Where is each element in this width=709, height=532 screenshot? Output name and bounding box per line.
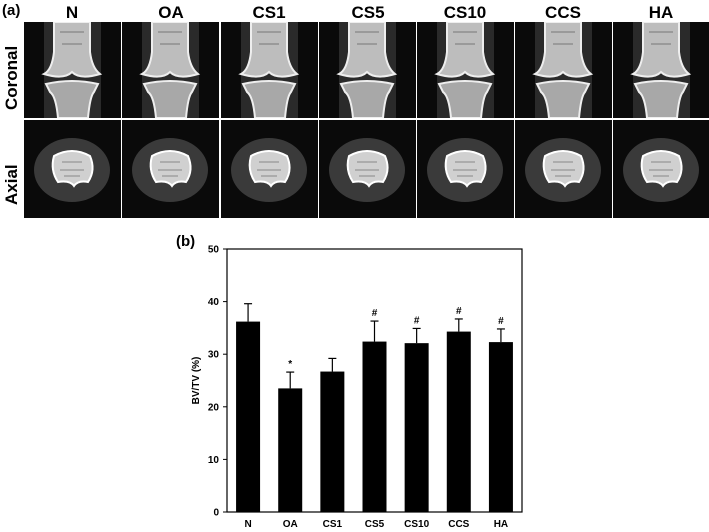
- y-tick-label: 50: [208, 245, 220, 256]
- bar-cs5: [362, 341, 387, 512]
- x-tick-label-ha: HA: [494, 519, 508, 530]
- x-tick-label-n: N: [244, 519, 251, 530]
- ct-image-axial-cs5: [319, 120, 416, 218]
- group-label-cs1: CS1: [252, 3, 286, 22]
- x-tick-label-oa: OA: [283, 519, 298, 530]
- y-tick-label: 30: [208, 350, 220, 361]
- bar-cs1: [320, 371, 345, 512]
- y-tick-label: 20: [208, 402, 220, 413]
- panel-b-label: (b): [176, 233, 196, 250]
- significance-marker-ha: #: [498, 316, 504, 327]
- ct-image-axial-cs10: [417, 120, 514, 218]
- ct-image-axial-cs1: [221, 120, 318, 218]
- ct-image-axial-ha: [613, 120, 709, 218]
- y-axis-label: BV/TV (%): [191, 357, 202, 405]
- significance-marker-cs5: #: [372, 308, 378, 319]
- ct-image-axial-ccs: [515, 120, 612, 218]
- bar-ccs: [446, 331, 471, 512]
- ct-image-axial-oa: [122, 120, 219, 218]
- group-label-oa: OA: [158, 3, 184, 22]
- ct-image-axial-n: [24, 120, 121, 218]
- group-label-ccs: CCS: [545, 3, 581, 22]
- group-label-ha: HA: [648, 3, 674, 22]
- y-tick-label: 0: [213, 508, 219, 519]
- ct-image-coronal-cs5: [319, 22, 416, 118]
- ct-image-coronal-ccs: [515, 22, 612, 118]
- group-label-cs5: CS5: [351, 3, 385, 22]
- significance-marker-cs10: #: [414, 315, 420, 326]
- x-tick-label-cs10: CS10: [404, 519, 429, 530]
- ct-image-coronal-ha: [613, 22, 709, 118]
- ct-image-coronal-n: [24, 22, 121, 118]
- bar-cs10: [404, 343, 429, 512]
- x-tick-label-cs1: CS1: [323, 519, 343, 530]
- y-tick-label: 40: [208, 297, 220, 308]
- bar-oa: [278, 388, 303, 512]
- panel-a-label: (a): [2, 2, 21, 19]
- ct-image-coronal-oa: [122, 22, 219, 118]
- y-tick-label: 10: [208, 455, 220, 466]
- ct-image-coronal-cs10: [417, 22, 514, 118]
- bar-ha: [488, 342, 513, 512]
- x-tick-label-cs5: CS5: [365, 519, 385, 530]
- x-tick-label-ccs: CCS: [448, 519, 469, 530]
- group-label-n: N: [65, 3, 79, 22]
- bar-n: [236, 321, 261, 512]
- group-label-cs10: CS10: [443, 3, 487, 22]
- significance-marker-ccs: #: [456, 306, 462, 317]
- significance-marker-oa: *: [288, 359, 292, 370]
- ct-image-coronal-cs1: [221, 22, 318, 118]
